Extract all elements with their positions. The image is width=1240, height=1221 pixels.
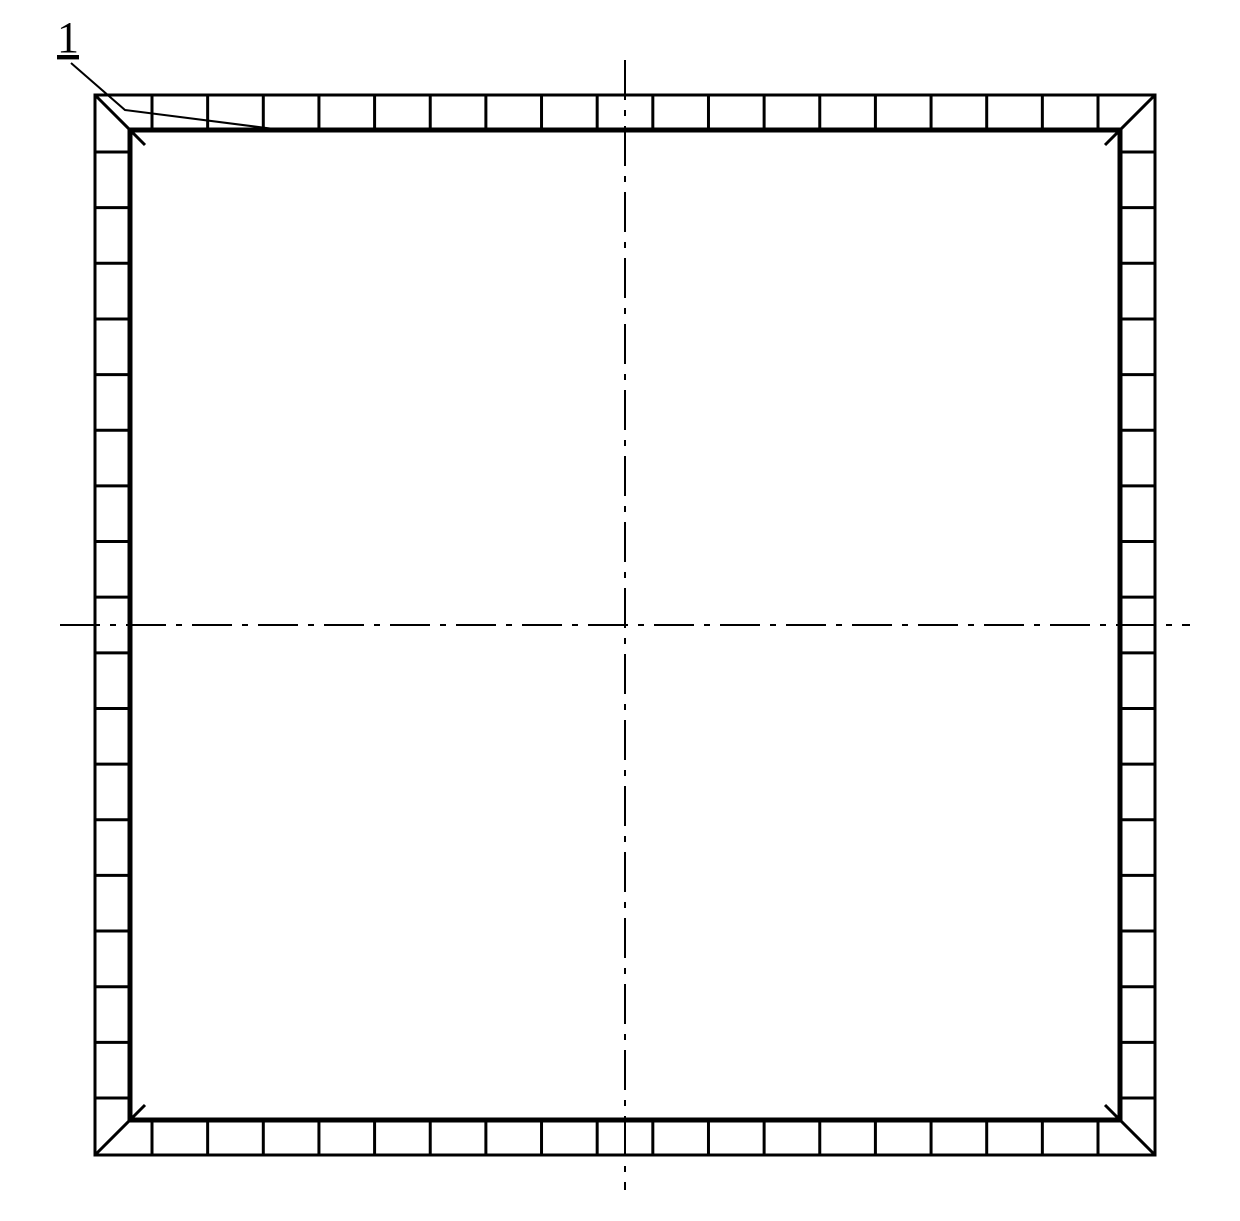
engineering-drawing: 1 <box>0 0 1240 1221</box>
centerlines <box>60 60 1190 1190</box>
callout-label-1: 1 <box>57 13 79 62</box>
